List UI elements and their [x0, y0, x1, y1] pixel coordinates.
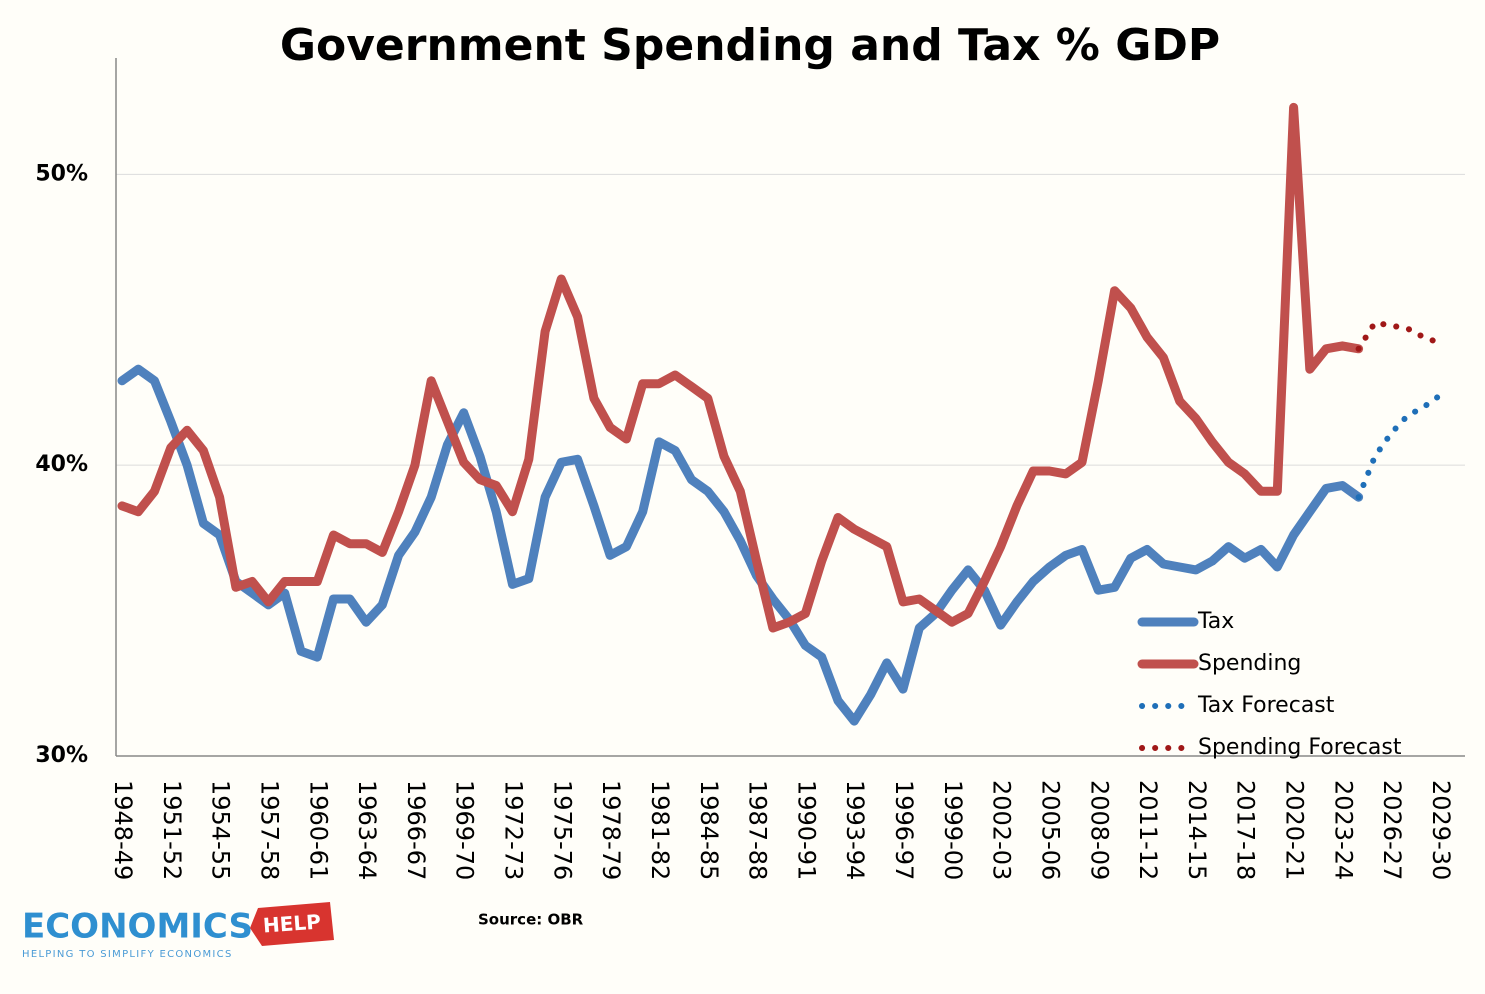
x-tick-label: 1990-91 — [792, 780, 820, 880]
legend-label: Spending Forecast — [1198, 735, 1402, 760]
x-tick-label: 1948-49 — [109, 780, 137, 880]
series-line — [1355, 319, 1443, 352]
x-tick-label: 2020-21 — [1281, 780, 1309, 880]
x-tick-label: 2029-30 — [1427, 780, 1455, 880]
x-tick-label: 1999-00 — [939, 780, 967, 880]
chart-title: Government Spending and Tax % GDP — [280, 20, 1220, 71]
x-tick-label: 1966-67 — [402, 780, 430, 880]
source-note: Source: OBR — [478, 911, 584, 929]
series-line — [117, 364, 1364, 726]
logo-tagline: HELPING TO SIMPLIFY ECONOMICS — [22, 949, 233, 960]
x-tick-label: 2011-12 — [1134, 780, 1162, 880]
legend-label: Tax — [1197, 609, 1234, 634]
x-tick-label: 1963-64 — [353, 780, 381, 880]
x-tick-label: 2026-27 — [1378, 780, 1406, 880]
x-tick-label: 2023-24 — [1329, 780, 1357, 880]
x-tick-label: 2017-18 — [1232, 780, 1260, 880]
x-tick-label: 1957-58 — [255, 780, 283, 880]
x-tick-label: 1984-85 — [695, 780, 723, 880]
x-tick-label: 1954-55 — [207, 780, 235, 880]
legend-label: Tax Forecast — [1197, 693, 1335, 718]
x-tick-label: 1975-76 — [548, 780, 576, 880]
x-tick-label: 1996-97 — [890, 780, 918, 880]
x-tick-label: 1972-73 — [500, 780, 528, 880]
x-tick-label: 1978-79 — [597, 780, 625, 880]
logo-name: ECONOMICS — [22, 907, 253, 947]
logo-tag: HELP — [262, 910, 321, 938]
x-tick-label: 1981-82 — [646, 780, 674, 880]
x-tick-label: 1951-52 — [158, 780, 186, 880]
x-tick-label: 2002-03 — [988, 780, 1016, 880]
x-tick-label: 2005-06 — [1036, 780, 1064, 880]
y-tick-label: 50% — [35, 161, 88, 186]
legend-label: Spending — [1198, 651, 1301, 676]
series-line — [117, 102, 1364, 633]
series-line — [1355, 392, 1443, 501]
x-tick-label: 1987-88 — [744, 780, 772, 880]
logo-tag-shape — [250, 902, 334, 946]
x-tick-label: 1993-94 — [841, 780, 869, 880]
x-tick-label: 2014-15 — [1183, 780, 1211, 880]
y-tick-label: 40% — [35, 452, 88, 477]
x-tick-label: 1969-70 — [451, 780, 479, 880]
x-tick-label: 1960-61 — [304, 780, 332, 880]
logo: ECONOMICS HELP HELPING TO SIMPLIFY ECONO… — [22, 902, 334, 960]
x-tick-label: 2008-09 — [1085, 780, 1113, 880]
y-tick-label: 30% — [35, 743, 88, 768]
